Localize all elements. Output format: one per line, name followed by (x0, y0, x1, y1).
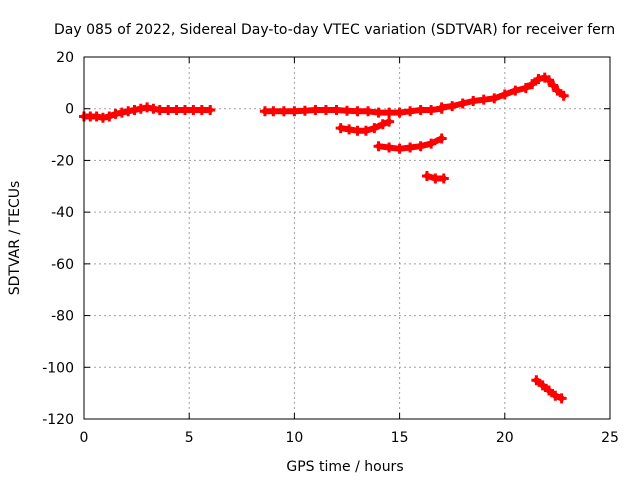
y-tick-label: -20 (51, 153, 74, 169)
y-tick-label: 20 (56, 50, 74, 66)
data-point (299, 105, 310, 116)
data-point (394, 143, 405, 154)
y-tick-label: 0 (65, 102, 74, 118)
y-tick-label: -80 (51, 309, 74, 325)
data-point (556, 393, 567, 404)
y-tick-labels: 20 0 -20 -40 -60 -80 -100 -120 (42, 50, 74, 428)
data-point (436, 102, 447, 113)
data-series (531, 375, 567, 404)
x-tick-labels: 0 5 10 15 20 25 (80, 430, 619, 446)
data-point (405, 106, 416, 117)
data-point (268, 106, 279, 117)
data-point (163, 105, 174, 116)
data-point (426, 105, 437, 116)
data-point (543, 385, 554, 396)
data-point (259, 106, 270, 117)
data-point (430, 173, 441, 184)
data-point (510, 85, 521, 96)
data-point (369, 123, 380, 134)
data-point (154, 105, 165, 116)
data-point (550, 390, 561, 401)
data-point (457, 98, 468, 109)
data-point (320, 105, 331, 116)
plot-frame (83, 56, 611, 420)
data-point (421, 170, 432, 181)
data-point (171, 105, 182, 116)
chart-title: Day 085 of 2022, Sidereal Day-to-day VTE… (54, 22, 615, 38)
x-tick-label: 10 (285, 430, 303, 446)
data-point (373, 107, 384, 118)
data-point (360, 125, 371, 136)
data-point (335, 123, 346, 134)
data-point (558, 90, 569, 101)
axis-ticks (83, 56, 611, 420)
data-point (489, 93, 500, 104)
data-point (377, 119, 388, 130)
series-trace (438, 74, 567, 111)
y-axis-label: SDTVAR / TECUs (7, 181, 23, 296)
data-point (104, 111, 115, 122)
data-point (278, 106, 289, 117)
data-point (537, 380, 548, 391)
data-point (520, 83, 531, 94)
data-point (363, 106, 374, 117)
data-point (205, 105, 216, 116)
data-point (426, 138, 437, 149)
data-point (196, 105, 207, 116)
data-point (373, 141, 384, 152)
data-point (436, 133, 447, 144)
data-point (415, 105, 426, 116)
data-point (527, 79, 538, 90)
data-point (394, 107, 405, 118)
x-axis-label: GPS time / hours (286, 459, 403, 475)
x-tick-label: 5 (185, 430, 194, 446)
data-point (352, 106, 363, 117)
data-point (384, 107, 395, 118)
data-point (548, 80, 559, 91)
data-point (188, 105, 199, 116)
data-point (415, 141, 426, 152)
data-point (478, 94, 489, 105)
y-tick-label: -40 (51, 205, 74, 221)
data-point (552, 85, 563, 96)
data-point (438, 173, 449, 184)
data-point (384, 142, 395, 153)
x-tick-label: 15 (391, 430, 409, 446)
data-point (310, 105, 321, 116)
data-series (335, 116, 395, 136)
data-series (373, 133, 447, 154)
data-point (352, 125, 363, 136)
data-series (421, 170, 449, 184)
data-point (499, 89, 510, 100)
data-point (289, 106, 300, 117)
data-point (384, 116, 395, 127)
x-tick-label: 25 (601, 430, 619, 446)
y-tick-label: -100 (42, 360, 74, 376)
data-point (331, 105, 342, 116)
data-point (531, 375, 542, 386)
data-points (79, 72, 569, 404)
y-tick-label: -60 (51, 257, 74, 273)
data-point (179, 105, 190, 116)
data-series (259, 103, 447, 118)
data-point (543, 75, 554, 86)
data-point (468, 95, 479, 106)
data-series (436, 72, 569, 113)
x-tick-label: 20 (496, 430, 514, 446)
y-tick-label: -120 (42, 412, 74, 428)
data-point (447, 101, 458, 112)
data-series (79, 102, 216, 123)
data-point (342, 105, 352, 116)
data-point (405, 142, 416, 153)
x-tick-label: 0 (80, 430, 89, 446)
data-point (344, 124, 355, 135)
